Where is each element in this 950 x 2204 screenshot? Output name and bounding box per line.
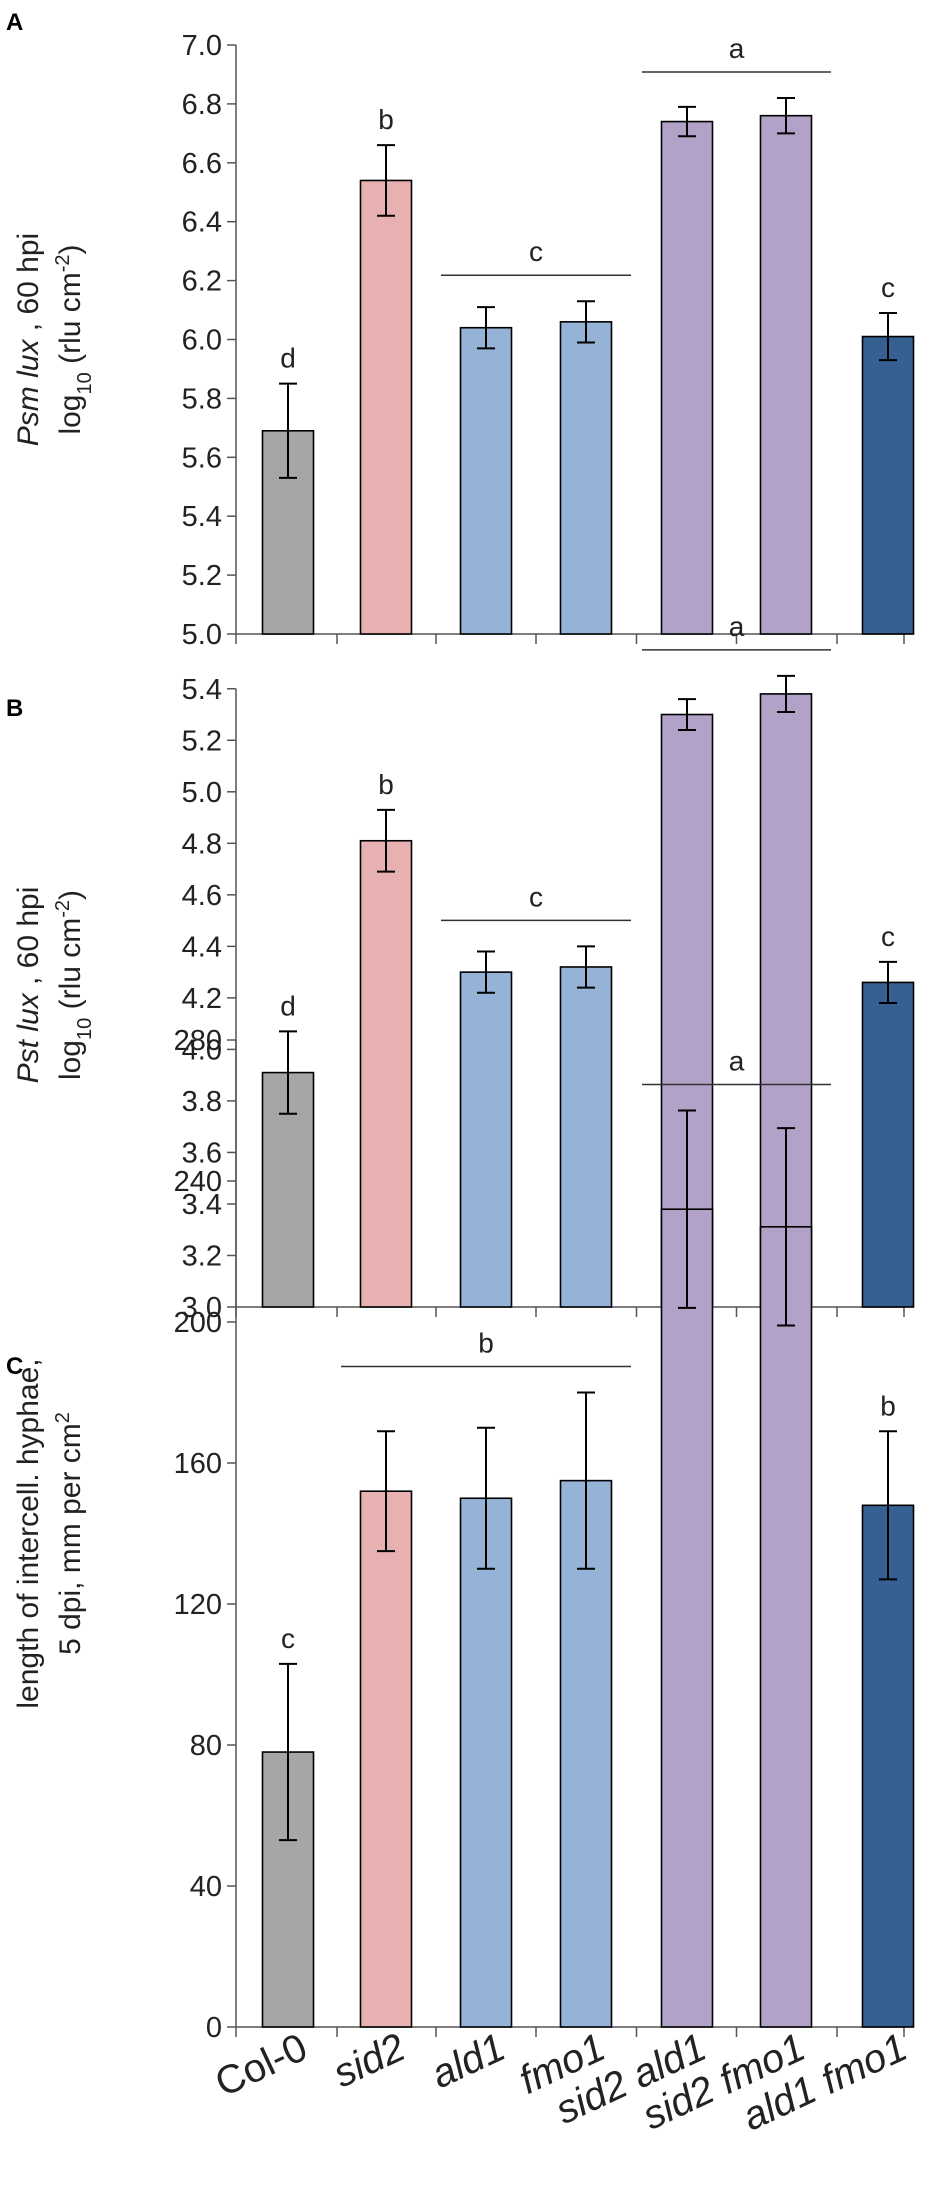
y-axis-label-segment: log <box>54 395 87 435</box>
panel-a: A 5.0 5.2 5.4 5.6 5.8 6.0 6.2 6.4 6.6 6.8 7.0 d b c a c P… <box>6 9 915 651</box>
y-tick-label: 3.2 <box>182 1240 222 1272</box>
panel-label: A <box>6 9 23 36</box>
y-tick-label: 120 <box>174 1589 222 1621</box>
y-axis-label-segment: (rlu cm <box>54 918 87 1018</box>
y-tick-label: 4.2 <box>182 983 222 1015</box>
y-axis-label-segment: log <box>54 1040 87 1080</box>
panel-b: B 3.0 3.2 3.4 3.6 3.8 4.0 4.2 4.4 4.6 4.8 5.0 5.2 5.4… <box>6 611 915 1324</box>
significance-letter: c <box>881 921 895 952</box>
y-axis-label-segment: , 60 hpi <box>12 887 45 994</box>
y-axis-label-line-1: Pst lux , 60 hpi <box>12 887 45 1084</box>
y-tick-label: 6.0 <box>182 325 222 357</box>
bar-ald1 <box>459 326 513 635</box>
y-axis-label-segment: 5 dpi, mm per cm <box>54 1423 87 1655</box>
y-tick-label: 7.0 <box>182 30 222 62</box>
y-axis-label-segment: 10 <box>74 372 96 394</box>
significance-letter: d <box>280 343 296 374</box>
significance-letter: c <box>881 272 895 303</box>
y-axis-label-line-1: Psm lux , 60 hpi <box>12 233 45 446</box>
y-tick-label: 5.2 <box>182 725 222 757</box>
bar-fmo1 <box>559 1479 613 2028</box>
bar-sid2 <box>359 1490 413 2028</box>
y-tick-label: 4.8 <box>182 828 222 860</box>
y-tick-label: 200 <box>174 1307 222 1339</box>
y-tick-label: 240 <box>174 1166 222 1198</box>
x-category-label: sid2 <box>327 2025 412 2096</box>
y-axis-label-segment: length of intercell. hyphae, <box>12 1358 45 1708</box>
significance-letter: b <box>478 1328 494 1359</box>
bar-fmo1 <box>559 966 613 1308</box>
y-tick-label: 6.8 <box>182 89 222 121</box>
y-axis-label-line-2: log10 (rlu cm-2) <box>52 244 96 434</box>
significance-letter: a <box>729 33 745 64</box>
bar-ald1-fmo1 <box>861 981 915 1308</box>
y-tick-label: 0 <box>206 2012 222 2044</box>
y-tick-label: 5.0 <box>182 619 222 651</box>
y-axis-label-segment: -2 <box>52 900 74 918</box>
y-tick-label: 5.8 <box>182 383 222 415</box>
significance-letter: b <box>378 769 394 800</box>
y-tick-label: 5.6 <box>182 442 222 474</box>
y-axis-label-segment: 10 <box>74 1018 96 1040</box>
y-tick-label: 3.8 <box>182 1086 222 1118</box>
y-tick-label: 4.0 <box>182 1034 222 1066</box>
bar-sid2 <box>359 839 413 1308</box>
y-tick-label: 6.6 <box>182 148 222 180</box>
y-tick-label: 3.6 <box>182 1137 222 1169</box>
significance-letter: d <box>280 990 296 1021</box>
significance-letter: b <box>378 104 394 135</box>
bar-ald1-fmo1 <box>861 335 915 635</box>
panel-c: C 0 40 80 120 160 200 240 280 c b a b length of inter… <box>6 1025 915 2044</box>
y-tick-label: 6.2 <box>182 266 222 298</box>
y-axis-label-segment: -2 <box>52 254 74 272</box>
y-axis-label-segment: (rlu cm <box>54 272 87 372</box>
bar-sid2 <box>359 179 413 635</box>
y-tick-label: 6.4 <box>182 207 222 239</box>
y-axis-label-line-2: log10 (rlu cm-2) <box>52 890 96 1080</box>
y-tick-label: 3.0 <box>182 1292 222 1324</box>
x-category-label: ald1 <box>425 2025 512 2097</box>
y-tick-label: 160 <box>174 1448 222 1480</box>
bar-ald1 <box>459 1497 513 2028</box>
y-axis-label-segment: Psm lux <box>12 339 45 447</box>
bar-ald1 <box>459 971 513 1308</box>
y-axis-label-segment: , 60 hpi <box>12 233 45 340</box>
y-tick-label: 3.4 <box>182 1189 222 1221</box>
y-tick-label: 80 <box>190 1730 222 1762</box>
y-tick-label: 5.4 <box>182 501 222 533</box>
significance-letter: b <box>880 1390 896 1421</box>
y-axis-label-segment: 2 <box>52 1412 74 1423</box>
y-tick-label: 5.0 <box>182 777 222 809</box>
significance-letter: a <box>729 1046 745 1077</box>
significance-letter: a <box>729 611 745 642</box>
bar-fmo1 <box>559 321 613 635</box>
significance-letter: c <box>529 236 543 267</box>
y-axis-label-segment: ) <box>54 244 87 254</box>
y-tick-label: 5.2 <box>182 560 222 592</box>
bar-ald1-fmo1 <box>861 1504 915 2028</box>
y-tick-label: 5.4 <box>182 674 222 706</box>
significance-letter: c <box>281 1623 295 1654</box>
bar-sid2-fmo1 <box>759 1226 813 2028</box>
y-axis-label-segment: ) <box>54 890 87 900</box>
y-tick-label: 40 <box>190 1871 222 1903</box>
y-tick-label: 4.6 <box>182 880 222 912</box>
y-tick-label: 4.4 <box>182 931 222 963</box>
y-axis-label-line-2: 5 dpi, mm per cm2 <box>52 1412 87 1655</box>
significance-letter: c <box>529 881 543 912</box>
panel-label: C <box>6 1353 23 1380</box>
panel-label: B <box>6 695 23 722</box>
y-tick-label: 280 <box>174 1025 222 1057</box>
bar-sid2-ald1 <box>660 120 714 635</box>
bar-sid2-ald1 <box>660 1208 714 2028</box>
y-axis-label-segment: Pst lux <box>12 992 45 1083</box>
bar-sid2-fmo1 <box>759 114 813 635</box>
y-axis-label-line-1: length of intercell. hyphae, <box>12 1358 45 1708</box>
x-category-label: Col-0 <box>209 2025 314 2105</box>
